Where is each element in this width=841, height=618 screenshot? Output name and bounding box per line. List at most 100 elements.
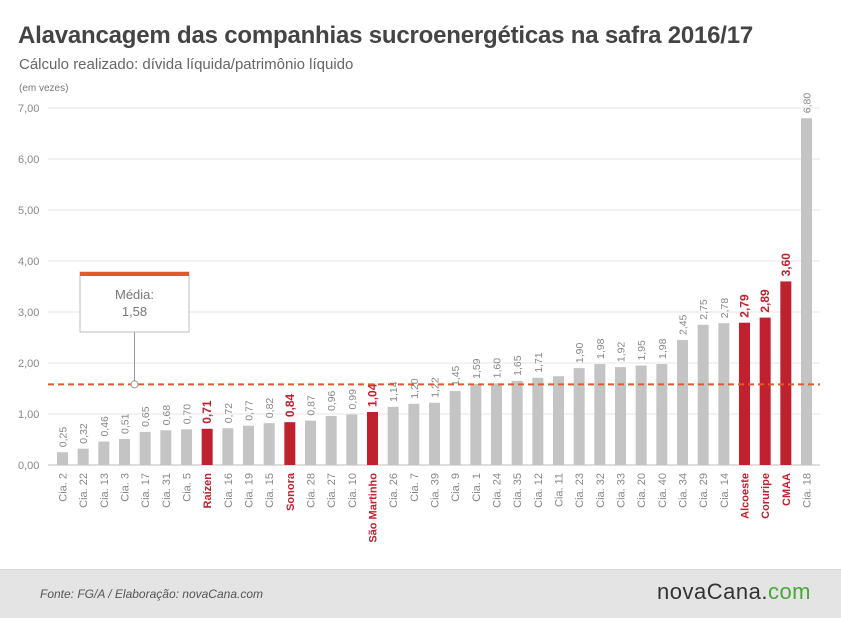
category-label: Cia. 2 <box>58 473 70 502</box>
bar <box>222 428 234 465</box>
value-label: 1,98 <box>595 338 607 359</box>
value-label: 0,87 <box>306 395 318 416</box>
bar <box>739 322 750 465</box>
value-label: 0,65 <box>140 406 152 427</box>
y-tick-label: 7,00 <box>18 103 39 115</box>
value-label: 1,65 <box>512 355 524 376</box>
category-label: Cia. 16 <box>223 473 235 508</box>
bar <box>449 391 461 465</box>
bar <box>367 411 378 465</box>
bar <box>139 431 151 465</box>
value-label: 2,89 <box>758 289 772 313</box>
bar <box>243 425 254 465</box>
category-label: São Martinho <box>368 473 380 543</box>
value-label: 2,75 <box>698 299 710 320</box>
category-label: Cia. 7 <box>409 473 421 502</box>
bar <box>594 364 606 465</box>
bar <box>718 323 730 465</box>
value-label: 0,77 <box>244 400 256 421</box>
category-label: Cia. 31 <box>161 473 173 508</box>
bar <box>656 364 668 465</box>
value-label: 0,32 <box>78 423 90 444</box>
value-label: 2,79 <box>738 294 752 318</box>
category-label: Cia. 22 <box>78 473 90 508</box>
category-label: Cia. 5 <box>182 473 194 502</box>
category-label: Cia. 27 <box>326 473 338 508</box>
value-label: 1,59 <box>471 358 483 379</box>
category-label: Cia. 26 <box>388 473 400 508</box>
value-label: 1,45 <box>450 365 462 386</box>
y-tick-label: 1,00 <box>18 409 39 421</box>
category-label: Cia. 13 <box>99 473 111 508</box>
category-label: Coruripe <box>760 473 772 519</box>
value-label: 2,78 <box>719 298 731 319</box>
bar <box>759 317 771 465</box>
category-label: Cia. 14 <box>719 473 731 508</box>
bar <box>408 403 420 465</box>
bar <box>284 422 296 465</box>
bar <box>346 414 358 465</box>
category-label: Cia. 28 <box>306 473 318 508</box>
chart-title: Alavancagem das companhias sucroenergéti… <box>18 22 754 49</box>
bar <box>98 441 110 465</box>
category-label: Cia. 18 <box>802 473 814 508</box>
value-label: 3,60 <box>779 253 793 277</box>
y-tick-label: 2,00 <box>18 358 39 370</box>
value-label: 0,46 <box>99 416 111 437</box>
bar <box>615 367 626 465</box>
value-label: 1,98 <box>657 338 669 359</box>
category-label: Cia. 34 <box>678 473 690 508</box>
category-label: Cia. 9 <box>450 473 462 502</box>
bar <box>532 377 544 465</box>
category-label: Cia. 40 <box>657 473 669 508</box>
value-label: 1,14 <box>388 381 400 402</box>
bar <box>635 365 647 465</box>
bar <box>181 429 192 465</box>
y-tick-label: 6,00 <box>18 154 39 166</box>
value-label: 1,20 <box>409 378 421 399</box>
category-label: Cia. 1 <box>471 473 483 502</box>
average-label: Média: <box>115 287 154 302</box>
bar <box>511 380 523 465</box>
y-tick-label: 3,00 <box>18 307 39 319</box>
value-label: 1,90 <box>574 343 586 364</box>
bar <box>325 416 337 465</box>
bar <box>387 406 399 465</box>
value-label: 1,95 <box>636 340 648 361</box>
bar <box>470 383 482 465</box>
bar <box>573 368 585 465</box>
category-label: Cia. 35 <box>512 473 524 508</box>
bar <box>697 324 709 465</box>
value-label: 1,04 <box>366 383 380 407</box>
average-callout-topbar <box>80 272 189 276</box>
category-label: CMAA <box>781 473 793 506</box>
value-label: 1,60 <box>492 358 504 379</box>
bar <box>780 281 792 465</box>
category-label: Cia. 23 <box>574 473 586 508</box>
y-tick-label: 4,00 <box>18 256 39 268</box>
value-label: 0,82 <box>264 398 276 419</box>
category-label: Cia. 11 <box>554 473 566 507</box>
value-label: 0,96 <box>326 390 338 411</box>
y-axis-unit: (em vezes) <box>19 83 69 94</box>
bar <box>263 423 275 465</box>
category-label: Cia. 12 <box>533 473 545 508</box>
value-label: 0,25 <box>58 427 70 448</box>
bar <box>160 430 172 465</box>
category-label: Cia. 17 <box>140 473 152 508</box>
chart-subtitle: Cálculo realizado: dívida líquida/patrim… <box>19 56 354 73</box>
value-label: 0,51 <box>120 413 132 434</box>
bar <box>57 452 68 465</box>
bar <box>201 428 213 465</box>
average-marker <box>130 380 139 389</box>
bar <box>553 376 564 465</box>
brand-accent: com <box>767 579 811 604</box>
bar <box>429 402 440 465</box>
value-label: 0,70 <box>182 404 194 425</box>
category-label: Cia. 3 <box>120 473 132 502</box>
value-label: 0,72 <box>223 403 235 424</box>
value-label: 0,84 <box>283 393 297 417</box>
category-label: Alcoeste <box>740 473 752 519</box>
category-label: Cia. 24 <box>492 473 504 508</box>
value-label: 1,22 <box>430 377 442 398</box>
